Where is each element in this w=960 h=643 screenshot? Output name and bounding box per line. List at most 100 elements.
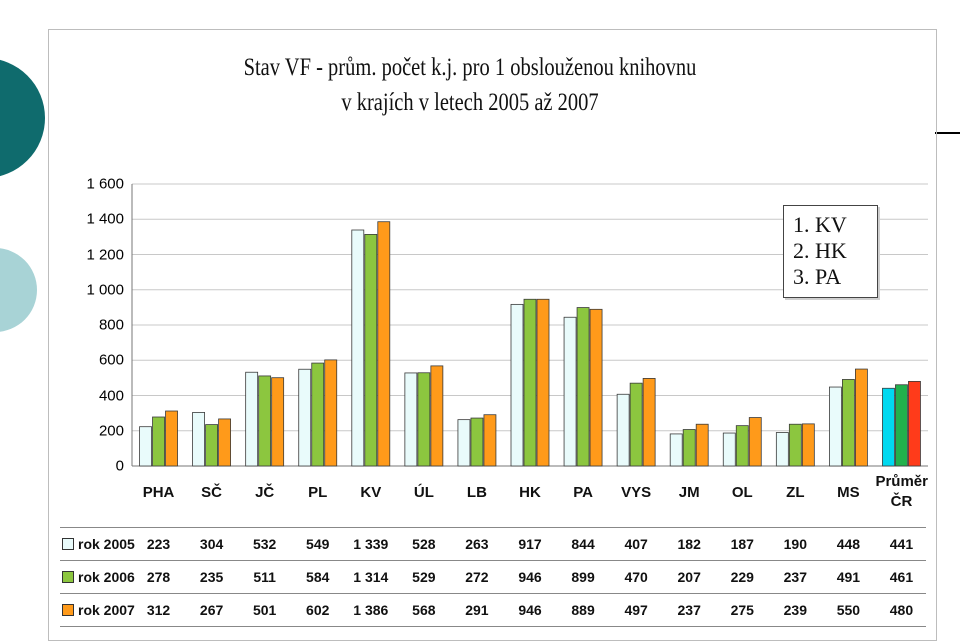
bar-2005 <box>192 412 206 467</box>
x-category-label: JČ <box>255 484 275 501</box>
bar-2006 <box>152 416 165 467</box>
bar-2007 <box>218 418 232 467</box>
table-cell: 529 <box>412 569 436 585</box>
bar-2006 <box>629 382 643 467</box>
table-cell: 239 <box>783 602 807 618</box>
x-category-label: VYS <box>621 484 652 501</box>
table-cell: 312 <box>146 602 171 618</box>
table-cell: 237 <box>783 569 807 585</box>
table-cell: 889 <box>571 602 595 618</box>
bar-2007 <box>589 308 603 467</box>
table-cell: 275 <box>730 602 754 618</box>
bar-2007 <box>855 368 868 467</box>
table-cell: 946 <box>518 569 542 585</box>
bar-2007 <box>377 221 391 467</box>
ranking-item-1: 1. KV <box>793 212 847 237</box>
table-cell: 511 <box>253 569 276 585</box>
x-category-label: Průměr ČR <box>875 473 928 510</box>
bar-2007 <box>748 417 762 467</box>
bar-2005 <box>139 426 152 467</box>
bar-2006 <box>417 372 431 467</box>
legend-entry: rok 2005 <box>60 528 138 561</box>
corner-accent-line <box>935 132 960 134</box>
table-cell: 497 <box>624 602 648 618</box>
table-cell: 1 339 <box>353 536 389 552</box>
table-cell: 190 <box>783 536 807 552</box>
table-cell: 501 <box>252 602 277 618</box>
table-cell: 549 <box>306 536 330 552</box>
series-name: rok 2007 <box>78 602 135 618</box>
bar-2007 <box>695 423 709 467</box>
x-category-label: OL <box>731 484 753 501</box>
table-cell: 407 <box>624 536 648 552</box>
legend-swatch <box>62 538 74 550</box>
table-cell: 229 <box>730 569 754 585</box>
bar-2005 <box>722 432 736 467</box>
bar-2005 <box>775 432 789 467</box>
table-cell: 461 <box>889 569 914 585</box>
x-category-label: PL <box>308 484 328 501</box>
table-row: rok 2005 223 304 532 549 1 339 528 263 917 844 407… <box>60 528 926 561</box>
table-cell: 528 <box>412 536 436 552</box>
chart-title: Stav VF - prům. počet k.j. pro 1 obslouž… <box>208 50 733 120</box>
series-name: rok 2005 <box>78 536 135 552</box>
table-cell: 844 <box>571 536 595 552</box>
table-cell: 291 <box>465 602 489 618</box>
y-tick-label: 600 <box>98 351 124 369</box>
legend-swatch <box>62 604 74 616</box>
bar-2006 <box>842 379 855 467</box>
table-cell: 304 <box>199 536 224 552</box>
table-cell: 278 <box>146 569 171 585</box>
bar-2007 <box>324 359 338 467</box>
table-cell: 237 <box>677 602 701 618</box>
x-category-label: KV <box>360 484 382 501</box>
table-cell: 267 <box>199 602 224 618</box>
y-tick-label: 0 <box>115 457 124 475</box>
bar-2006 <box>576 307 590 467</box>
bar-2007 <box>483 414 497 467</box>
table-rule <box>60 593 926 594</box>
chart-frame <box>48 29 937 641</box>
bar-2007 <box>165 410 178 467</box>
table-rule <box>60 560 926 561</box>
table-cell: 550 <box>836 602 861 618</box>
ranking-item-3: 3. PA <box>793 264 842 289</box>
bar-2005 <box>616 393 630 467</box>
table-cell: 223 <box>146 536 171 552</box>
light-teal-circle-decoration <box>0 248 37 332</box>
legend-swatch <box>62 571 74 583</box>
bar-2006 <box>735 425 749 467</box>
table-cell: 1 314 <box>353 569 389 585</box>
bar-2005 <box>882 387 895 467</box>
bar-2005 <box>351 229 365 467</box>
y-tick-label: 1 200 <box>86 246 124 263</box>
y-tick-label: 1 400 <box>86 210 124 228</box>
bar-2006 <box>364 234 378 467</box>
x-category-label: JM <box>678 484 700 501</box>
table-row: rok 2007 312 267 501 602 1 386 568 291 946 889 497… <box>60 594 926 627</box>
table-cell: 602 <box>306 602 330 618</box>
bar-2006 <box>205 424 219 467</box>
x-category-label: PA <box>573 484 593 501</box>
table-cell: 480 <box>889 602 914 618</box>
bar-2005 <box>669 433 683 467</box>
bar-2005 <box>404 372 418 467</box>
chart-title-line1: Stav VF - prům. počet k.j. pro 1 obslouž… <box>243 54 697 81</box>
table-cell: 946 <box>518 602 542 618</box>
y-tick-label: 1 600 <box>86 175 124 193</box>
chart-title-line2: v krajích v letech 2005 až 2007 <box>341 89 599 116</box>
table-cell: 263 <box>465 536 489 552</box>
table-cell: 532 <box>252 536 277 552</box>
table-cell: 235 <box>199 569 224 585</box>
bar-2006 <box>682 429 696 467</box>
bar-2006 <box>895 384 908 467</box>
bar-2005 <box>829 386 842 467</box>
table-row: rok 2006 278 235 511 584 1 314 529 272 946 899 470… <box>60 561 926 594</box>
x-category-label: ÚL <box>413 484 434 501</box>
bar-2007 <box>908 380 921 467</box>
y-tick-label: 1 000 <box>86 281 124 299</box>
ranking-item-2: 2. HK <box>793 238 847 263</box>
table-cell: 568 <box>412 602 436 618</box>
